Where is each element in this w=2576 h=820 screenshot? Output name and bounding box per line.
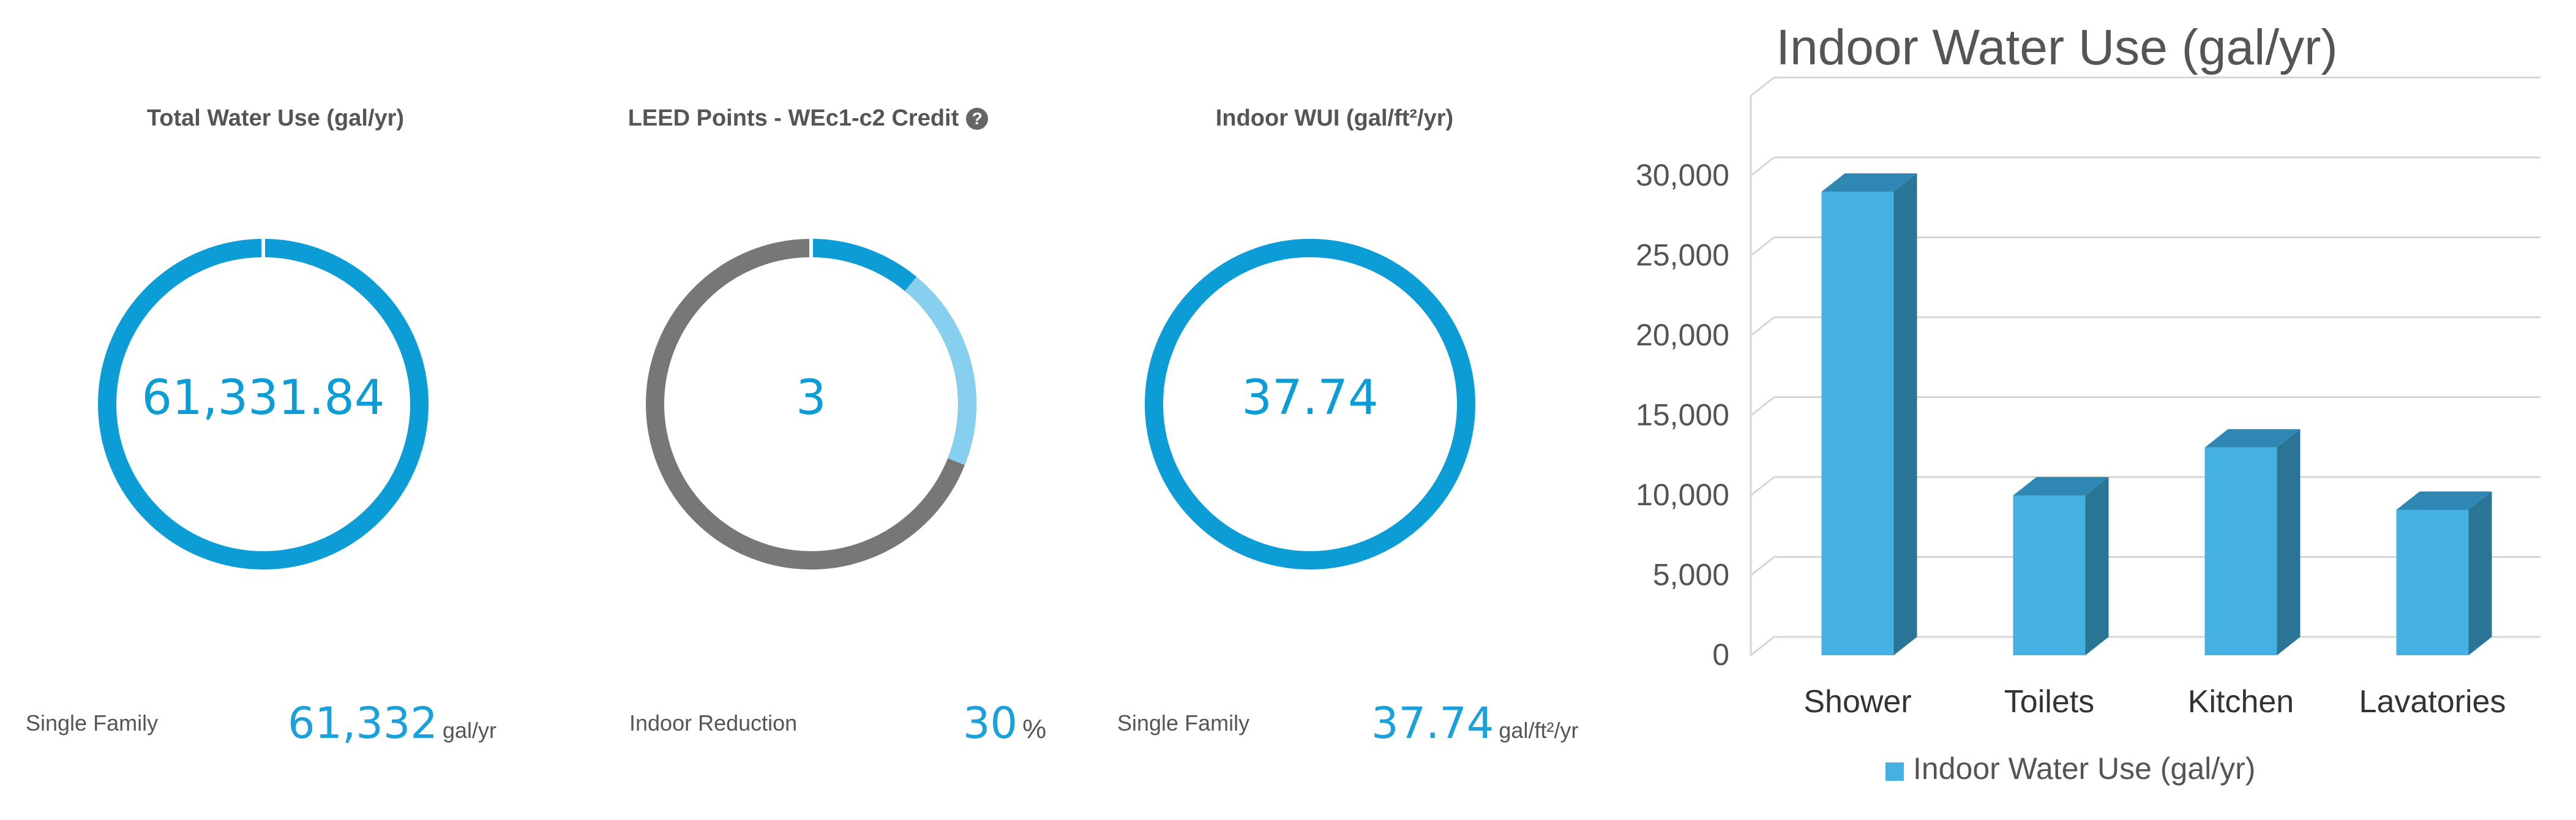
total-water-use-footer-label: Single Family — [26, 710, 159, 735]
grid-line-depth — [1750, 77, 1775, 97]
leed-points-value: 3 — [796, 371, 826, 426]
leed-points-footer-label: Indoor Reduction — [629, 710, 798, 735]
bar-kitchen — [2204, 429, 2301, 655]
bar-toilets — [2013, 477, 2109, 655]
chart-legend: Indoor Water Use (gal/yr) — [1885, 751, 2255, 786]
x-tick-label: Kitchen — [2188, 684, 2294, 720]
indoor-wui-gauge — [1145, 239, 1475, 570]
bar-top — [2013, 477, 2109, 495]
grid-line-depth — [1750, 316, 1775, 337]
bar-side — [2085, 477, 2109, 655]
indoor-wui-footer-label: Single Family — [1117, 710, 1250, 735]
indoor-wui-value: 37.74 — [1241, 371, 1379, 426]
chart-x-tick-labels: Shower Toilets Kitchen Lavatories — [1803, 684, 2506, 720]
leed-points-footer-value: 30% — [963, 698, 1046, 748]
indoor-water-use-chart: Indoor Water Use (gal/yr) 0 5,000 10,000 15… — [1636, 20, 2540, 786]
grid-line-depth — [1750, 476, 1775, 497]
indoor-wui-panel: Indoor WUI (gal/ft²/yr) 37.74 Single Fam… — [1090, 0, 1592, 820]
grid-line-depth — [1750, 236, 1775, 257]
bar-side — [2277, 429, 2301, 655]
x-tick-label: Shower — [1803, 684, 1911, 720]
bar-top — [2396, 491, 2492, 510]
leed-points-gauge — [646, 239, 976, 570]
bar-lavatories — [2396, 491, 2492, 655]
total-water-use-gauge — [98, 239, 429, 570]
bar-shower — [1821, 173, 1917, 656]
total-water-use-panel: Total Water Use (gal/yr) 61,331.84 Singl… — [0, 0, 551, 820]
chart-y-tick-labels: 0 5,000 10,000 15,000 20,000 25,000 30,000 — [1636, 158, 1729, 672]
bar-top — [1821, 173, 1917, 192]
indoor-wui-footer-value: 37.74 gal/ft²/yr — [1371, 698, 1578, 748]
bar-front — [2204, 447, 2277, 655]
indoor-wui-title: Indoor WUI (gal/ft²/yr) — [1215, 105, 1454, 131]
bar-top — [2204, 429, 2301, 448]
total-water-use-value: 61,331.84 — [141, 371, 385, 426]
chart-bars — [1821, 173, 2492, 656]
total-water-use-footer-value: 61,332 gal/yr — [288, 698, 496, 748]
leed-points-title: LEED Points - WEc1-c2 Credit? — [526, 105, 1090, 132]
total-water-use-footer-number: 61,332 — [288, 698, 438, 748]
bar-front — [2396, 510, 2469, 655]
indoor-wui-footer-unit: gal/ft²/yr — [1499, 718, 1579, 743]
legend-swatch — [1885, 762, 1904, 781]
grid-line-depth — [1750, 636, 1775, 656]
y-tick-label: 30,000 — [1636, 158, 1729, 192]
leed-points-title-text: LEED Points - WEc1-c2 Credit — [627, 105, 959, 131]
leed-points-panel: LEED Points - WEc1-c2 Credit? 3 Indoor R… — [539, 0, 1090, 820]
bar-front — [1821, 192, 1894, 656]
grid-line-depth — [1750, 396, 1775, 416]
y-tick-label: 20,000 — [1636, 318, 1729, 352]
grid-line-depth — [1750, 556, 1775, 576]
total-water-use-footer-unit: gal/yr — [442, 718, 496, 743]
legend-label: Indoor Water Use (gal/yr) — [1913, 751, 2255, 786]
y-tick-label: 25,000 — [1636, 238, 1729, 273]
question-circle-icon[interactable]: ? — [966, 108, 989, 130]
x-tick-label: Lavatories — [2359, 684, 2506, 720]
bar-side — [2468, 491, 2492, 655]
y-tick-label: 10,000 — [1636, 478, 1729, 512]
leed-points-footer-unit: % — [1022, 714, 1047, 744]
total-water-use-title: Total Water Use (gal/yr) — [146, 105, 405, 131]
grid-line-depth — [1750, 156, 1775, 177]
y-tick-label: 5,000 — [1653, 558, 1729, 592]
indoor-wui-footer-number: 37.74 — [1371, 698, 1494, 748]
chart-title: Indoor Water Use (gal/yr) — [1776, 20, 2337, 75]
leed-points-footer-number: 30 — [963, 698, 1018, 748]
y-tick-label: 0 — [1712, 638, 1729, 672]
y-tick-label: 15,000 — [1636, 398, 1729, 432]
x-tick-label: Toilets — [2004, 684, 2094, 720]
indoor-wui-ring — [1145, 239, 1475, 570]
bar-front — [2013, 495, 2086, 655]
bar-side — [1893, 173, 1917, 656]
